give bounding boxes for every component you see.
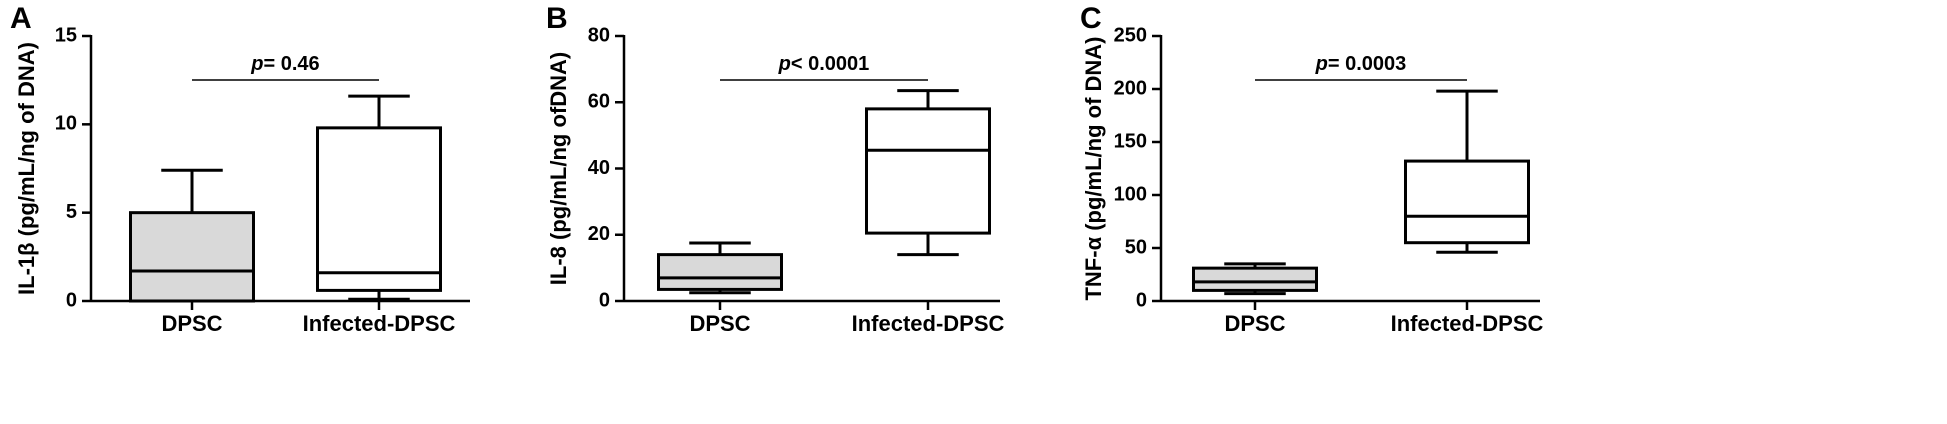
chart-panel-b: B IL-8 (pg/mL/ng ofDNA) 0 20 40 60 80 DPSC Infec… bbox=[546, 2, 1005, 336]
p-value-label: p< 0.0001 bbox=[778, 53, 870, 75]
box-infected-dpsc bbox=[1404, 89, 1530, 254]
p-value-text: < 0.0001 bbox=[791, 53, 869, 75]
box-dpsc bbox=[129, 168, 255, 303]
y-tick-label: 60 bbox=[588, 91, 610, 113]
x-tick-label: DPSC bbox=[689, 311, 750, 336]
y-tick-label: 200 bbox=[1114, 77, 1147, 99]
x-tick-label: Infected-DPSC bbox=[852, 311, 1005, 336]
box-infected-dpsc bbox=[316, 94, 442, 301]
box-body bbox=[657, 253, 783, 291]
y-tick-label: 20 bbox=[588, 223, 610, 245]
panel-label: B bbox=[546, 2, 568, 35]
y-tick-label: 0 bbox=[1136, 289, 1147, 311]
box-dpsc bbox=[1192, 262, 1318, 296]
y-axis-label: IL-8 (pg/mL/ng ofDNA) bbox=[546, 52, 571, 285]
y-tick-label: 150 bbox=[1114, 130, 1147, 152]
p-symbol: p bbox=[250, 53, 263, 75]
y-axis-label: IL-1β (pg/mL/ng of DNA) bbox=[14, 42, 39, 295]
box-infected-dpsc bbox=[865, 89, 991, 257]
box-body bbox=[129, 211, 255, 303]
x-tick-label: Infected-DPSC bbox=[1391, 311, 1544, 336]
panel-label: C bbox=[1080, 2, 1102, 35]
p-symbol: p bbox=[1315, 53, 1328, 75]
p-value-label: p= 0.0003 bbox=[1315, 53, 1407, 75]
y-tick-label: 40 bbox=[588, 157, 610, 179]
y-tick-label: 100 bbox=[1114, 183, 1147, 205]
y-tick-label: 0 bbox=[599, 289, 610, 311]
x-tick-label: DPSC bbox=[1224, 311, 1285, 336]
box-body bbox=[1404, 159, 1530, 245]
y-tick-label: 5 bbox=[66, 201, 77, 223]
box-body bbox=[316, 126, 442, 292]
y-tick-label: 10 bbox=[55, 113, 77, 135]
x-tick-label: DPSC bbox=[161, 311, 222, 336]
p-value-label: p= 0.46 bbox=[250, 53, 319, 75]
y-tick-label: 50 bbox=[1125, 236, 1147, 258]
x-tick-label: Infected-DPSC bbox=[303, 311, 456, 336]
y-tick-label: 0 bbox=[66, 289, 77, 311]
p-symbol: p bbox=[778, 53, 791, 75]
box-dpsc bbox=[657, 241, 783, 295]
box-body bbox=[865, 107, 991, 235]
y-tick-label: 15 bbox=[55, 24, 77, 46]
y-tick-label: 80 bbox=[588, 24, 610, 46]
y-axis-label: TNF-α (pg/mL/ng of DNA) bbox=[1081, 36, 1106, 300]
p-value-text: = 0.46 bbox=[264, 53, 320, 75]
chart-panel-a: A IL-1β (pg/mL/ng of DNA) 0 5 10 15 DPSC Infect… bbox=[10, 2, 470, 336]
box-body bbox=[1192, 266, 1318, 292]
p-value-text: = 0.0003 bbox=[1328, 53, 1406, 75]
panel-label: A bbox=[10, 2, 32, 35]
y-tick-label: 250 bbox=[1114, 24, 1147, 46]
